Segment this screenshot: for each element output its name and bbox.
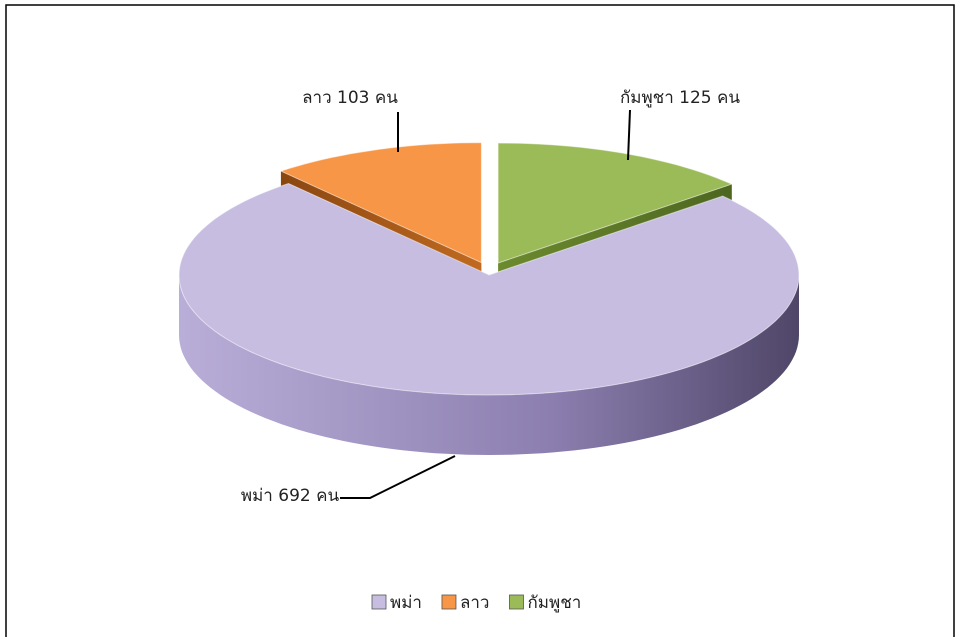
- legend-label: ลาว: [460, 593, 490, 613]
- slice-wall: [179, 275, 799, 455]
- legend-swatch: [441, 594, 457, 610]
- legend-label: กัมพูชา: [527, 593, 581, 613]
- slice-top: [279, 142, 482, 264]
- pie-slice: [178, 182, 800, 455]
- leader-line: [627, 109, 631, 161]
- legend-swatch: [371, 594, 387, 610]
- slice-top: [178, 182, 800, 396]
- legend-label: พม่า: [390, 593, 422, 613]
- leader-line: [340, 455, 456, 499]
- data-label: ลาว 103 คน: [302, 88, 398, 108]
- legend-swatch: [509, 594, 524, 610]
- labels: พม่า 692 คน ลาว 103 คน กัมพูชา 125 คน: [241, 88, 741, 506]
- data-label: กัมพูชา 125 คน: [620, 88, 740, 108]
- slice-top: [497, 142, 734, 264]
- legend: พม่า ลาว กัมพูชา: [371, 593, 581, 613]
- pie: [178, 142, 800, 455]
- data-label: พม่า 692 คน: [241, 486, 340, 506]
